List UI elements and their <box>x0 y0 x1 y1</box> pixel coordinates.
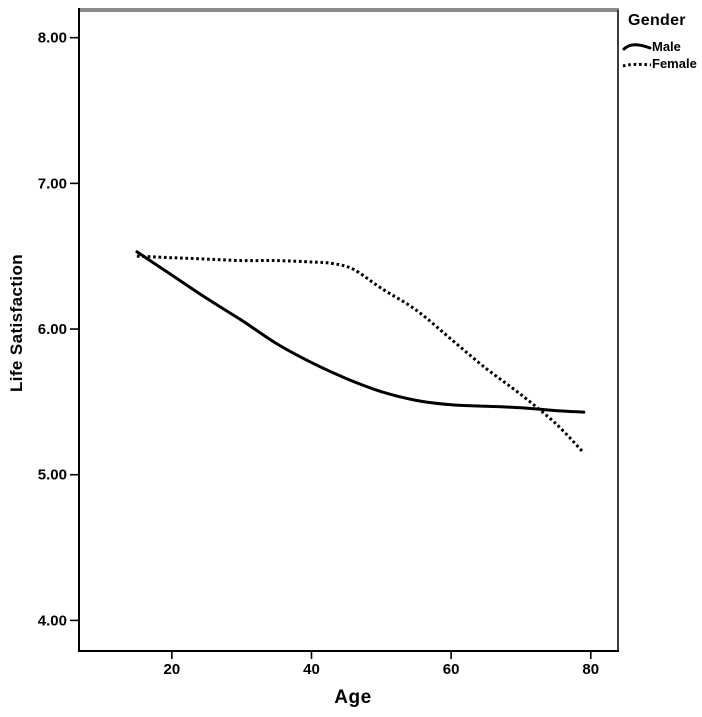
y-tick-label: 6.00 <box>38 321 67 338</box>
legend-item-female: Female <box>622 55 702 72</box>
x-tick-label: 80 <box>582 661 599 678</box>
x-tick-label: 60 <box>443 661 460 678</box>
y-axis-title: Life Satisfaction <box>7 253 26 393</box>
legend-label-female: Female <box>652 56 697 71</box>
y-tick-label: 7.00 <box>38 175 67 192</box>
male-series-line <box>135 250 586 414</box>
female-series-line <box>136 254 585 454</box>
x-tick-label: 20 <box>164 661 181 678</box>
x-axis-title: Age <box>334 687 372 708</box>
y-tick-label: 5.00 <box>38 467 67 484</box>
legend-label-male: Male <box>652 39 681 54</box>
legend: Gender Male Female <box>622 12 702 72</box>
y-tick-label: 8.00 <box>38 30 67 47</box>
legend-item-male: Male <box>622 38 702 55</box>
y-tick-label: 4.00 <box>38 612 67 629</box>
x-tick-label: 40 <box>303 661 320 678</box>
legend-title: Gender <box>628 12 686 29</box>
male-solid-line-swatch <box>622 42 652 50</box>
female-dotted-line-swatch <box>622 62 652 67</box>
